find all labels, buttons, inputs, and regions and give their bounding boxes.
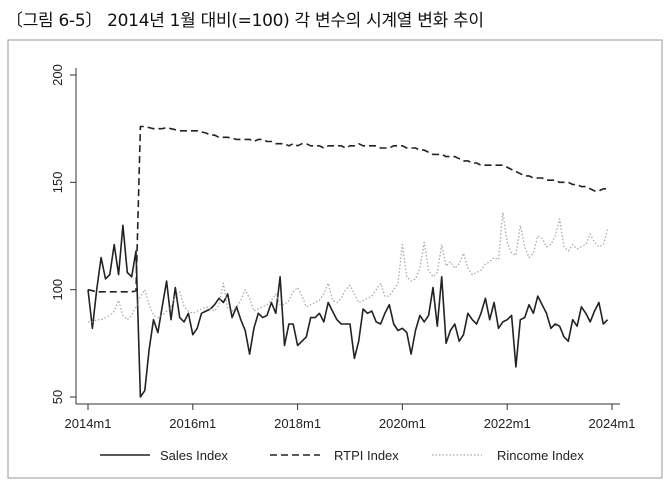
figure-title: 〔그림 6-5〕 2014년 1월 대비(=100) 각 변수의 시계열 변화 … [6,11,484,31]
x-tick-label: 2018m1 [274,416,321,431]
legend: Sales Index RTPI Index Rincome Index [100,448,584,463]
legend-label: Rincome Index [497,448,584,463]
series-line-rtpi-index [87,125,608,293]
y-tick-label: 50 [50,390,65,404]
legend-label: Sales Index [160,448,228,463]
y-tick-label: 100 [50,279,65,301]
series-line-sales-index [87,224,609,398]
chart-frame [7,39,663,479]
x-tick-label: 2022m1 [484,416,531,431]
y-tick-label: 200 [50,64,65,86]
x-tick-label: 2014m1 [65,416,112,431]
legend-label: RTPI Index [334,448,399,463]
x-tick-label: 2020m1 [379,416,426,431]
x-tick-label: 2024m1 [589,416,636,431]
y-tick-label: 150 [50,171,65,193]
x-tick-label: 2016m1 [169,416,216,431]
